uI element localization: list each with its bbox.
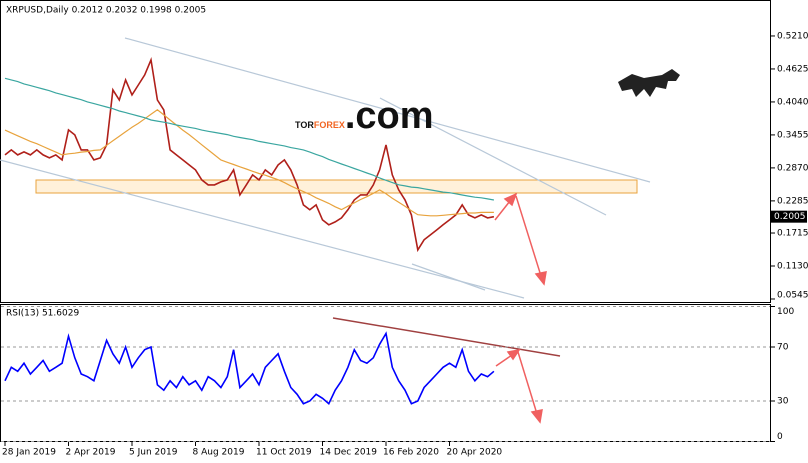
arrow bbox=[517, 351, 538, 415]
price-panel bbox=[0, 0, 771, 303]
y-tick-label: 100 bbox=[777, 307, 794, 317]
x-tick-label: 8 Aug 2019 bbox=[193, 448, 245, 458]
watermark-part: .com bbox=[345, 95, 434, 137]
arrow bbox=[495, 354, 513, 367]
arrow bbox=[494, 200, 511, 221]
arrowhead bbox=[530, 409, 543, 424]
y-tick-label: 0.1130 bbox=[777, 262, 808, 272]
logo-bull bbox=[618, 69, 680, 97]
channel-line bbox=[124, 37, 651, 183]
watermark-part: TOR bbox=[295, 120, 314, 130]
channel-line bbox=[0, 159, 525, 299]
series-line bbox=[4, 109, 494, 217]
channel-line bbox=[379, 97, 607, 216]
y-tick-label: 0.3455 bbox=[777, 130, 808, 140]
arrow bbox=[515, 195, 542, 277]
series-line bbox=[4, 57, 495, 253]
y-tick-label: 0.4040 bbox=[777, 97, 808, 107]
x-tick-label: 16 Feb 2020 bbox=[383, 448, 439, 458]
rsi-title: RSI(13) 51.6029 bbox=[6, 309, 79, 319]
x-tick-label: 2 Apr 2019 bbox=[66, 448, 116, 458]
x-tick-label: 5 Jun 2019 bbox=[129, 448, 178, 458]
y-tick-label: 0.4625 bbox=[777, 64, 808, 74]
watermark: TORFOREX.com bbox=[295, 95, 434, 137]
arrowhead bbox=[534, 271, 547, 286]
arrowhead bbox=[506, 348, 521, 361]
watermark-part: FOREX bbox=[314, 120, 345, 130]
y-tick-label: 0.1715 bbox=[777, 229, 808, 239]
y-tick-label: 0 bbox=[777, 432, 783, 442]
chart-title: XRPUSD,Daily 0.2012 0.2032 0.1998 0.2005 bbox=[6, 6, 206, 16]
rsi-trendline bbox=[332, 317, 561, 357]
current-price-box bbox=[771, 210, 807, 223]
x-tick-label: 11 Oct 2019 bbox=[256, 448, 312, 458]
series-line bbox=[4, 331, 495, 405]
y-tick-label: 30 bbox=[777, 397, 789, 407]
arrowhead bbox=[503, 192, 518, 207]
channel-line bbox=[411, 263, 486, 291]
forecast-arrows bbox=[332, 192, 561, 424]
x-tick-label: 28 Jan 2019 bbox=[2, 448, 56, 458]
current-price-label: 0.2005 bbox=[774, 212, 806, 222]
y-tick-label: 0.2285 bbox=[777, 196, 808, 206]
y-tick-label: 70 bbox=[777, 343, 789, 353]
y-tick-label: 0.2870 bbox=[777, 163, 808, 173]
series-line bbox=[4, 77, 495, 201]
x-tick-label: 14 Dec 2019 bbox=[320, 448, 378, 458]
y-tick-label: 0.5210 bbox=[777, 31, 808, 41]
y-tick-label: 0.0545 bbox=[777, 291, 808, 301]
support-zone bbox=[35, 179, 638, 194]
x-tick-label: 20 Apr 2020 bbox=[447, 448, 503, 458]
